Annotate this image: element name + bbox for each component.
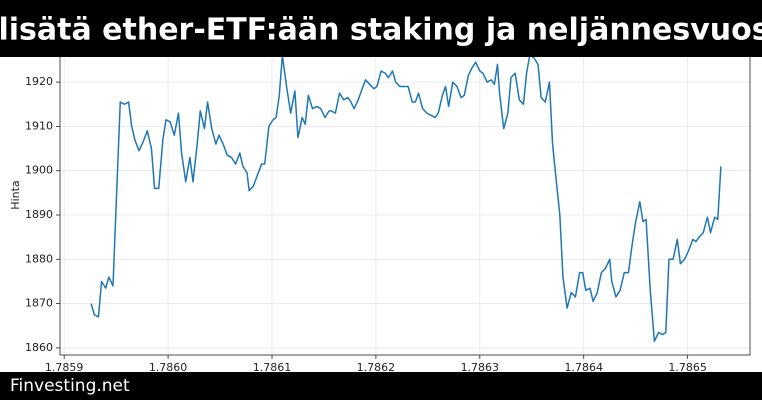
x-tick-label: 1.7865 [668, 361, 707, 374]
y-tick-label: 1880 [25, 252, 53, 265]
footer-bar [0, 372, 762, 400]
x-tick-label: 1.7861 [253, 361, 292, 374]
y-tick-label: 1900 [25, 164, 53, 177]
y-tick-label: 1870 [25, 297, 53, 310]
x-tick-label: 1.7860 [149, 361, 188, 374]
y-axis-label: Hinta [9, 180, 22, 209]
x-tick-label: 1.7863 [461, 361, 500, 374]
y-tick-label: 1920 [25, 75, 53, 88]
x-tick-label: 1.7864 [564, 361, 603, 374]
price-line [90, 54, 722, 343]
chart-title: a lisätä ether-ETF:ään staking ja neljän… [0, 13, 762, 48]
y-tick-label: 1890 [25, 208, 53, 221]
title-bar [0, 0, 762, 57]
watermark: Finvesting.net [10, 376, 130, 396]
x-tick-label: 1.7859 [45, 361, 84, 374]
x-tick-label: 1.7862 [357, 361, 396, 374]
y-tick-label: 1860 [25, 341, 53, 354]
plot-area: 1860 1870 1880 1890 1900 1910 1920 1.7859 1.7860… [25, 40, 750, 374]
y-tick-label: 1910 [25, 119, 53, 132]
